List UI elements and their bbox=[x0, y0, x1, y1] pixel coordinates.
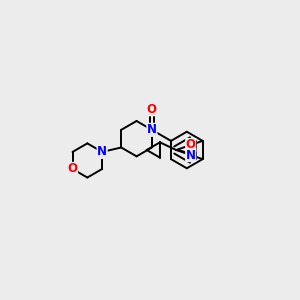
Text: N: N bbox=[97, 146, 107, 158]
Text: O: O bbox=[186, 139, 196, 152]
Text: O: O bbox=[147, 103, 157, 116]
Text: O: O bbox=[68, 163, 78, 176]
Text: N: N bbox=[147, 123, 157, 136]
Text: N: N bbox=[186, 148, 196, 161]
